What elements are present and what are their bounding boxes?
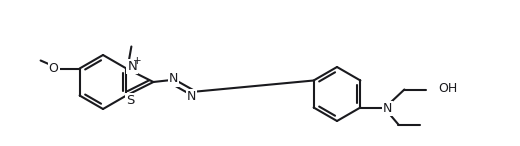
Text: N: N xyxy=(168,73,178,86)
Text: O: O xyxy=(49,62,59,75)
Text: +: + xyxy=(133,57,141,66)
Text: S: S xyxy=(126,94,135,107)
Text: N: N xyxy=(383,102,392,115)
Text: N: N xyxy=(187,89,196,102)
Text: N: N xyxy=(127,60,137,73)
Text: OH: OH xyxy=(438,82,458,95)
